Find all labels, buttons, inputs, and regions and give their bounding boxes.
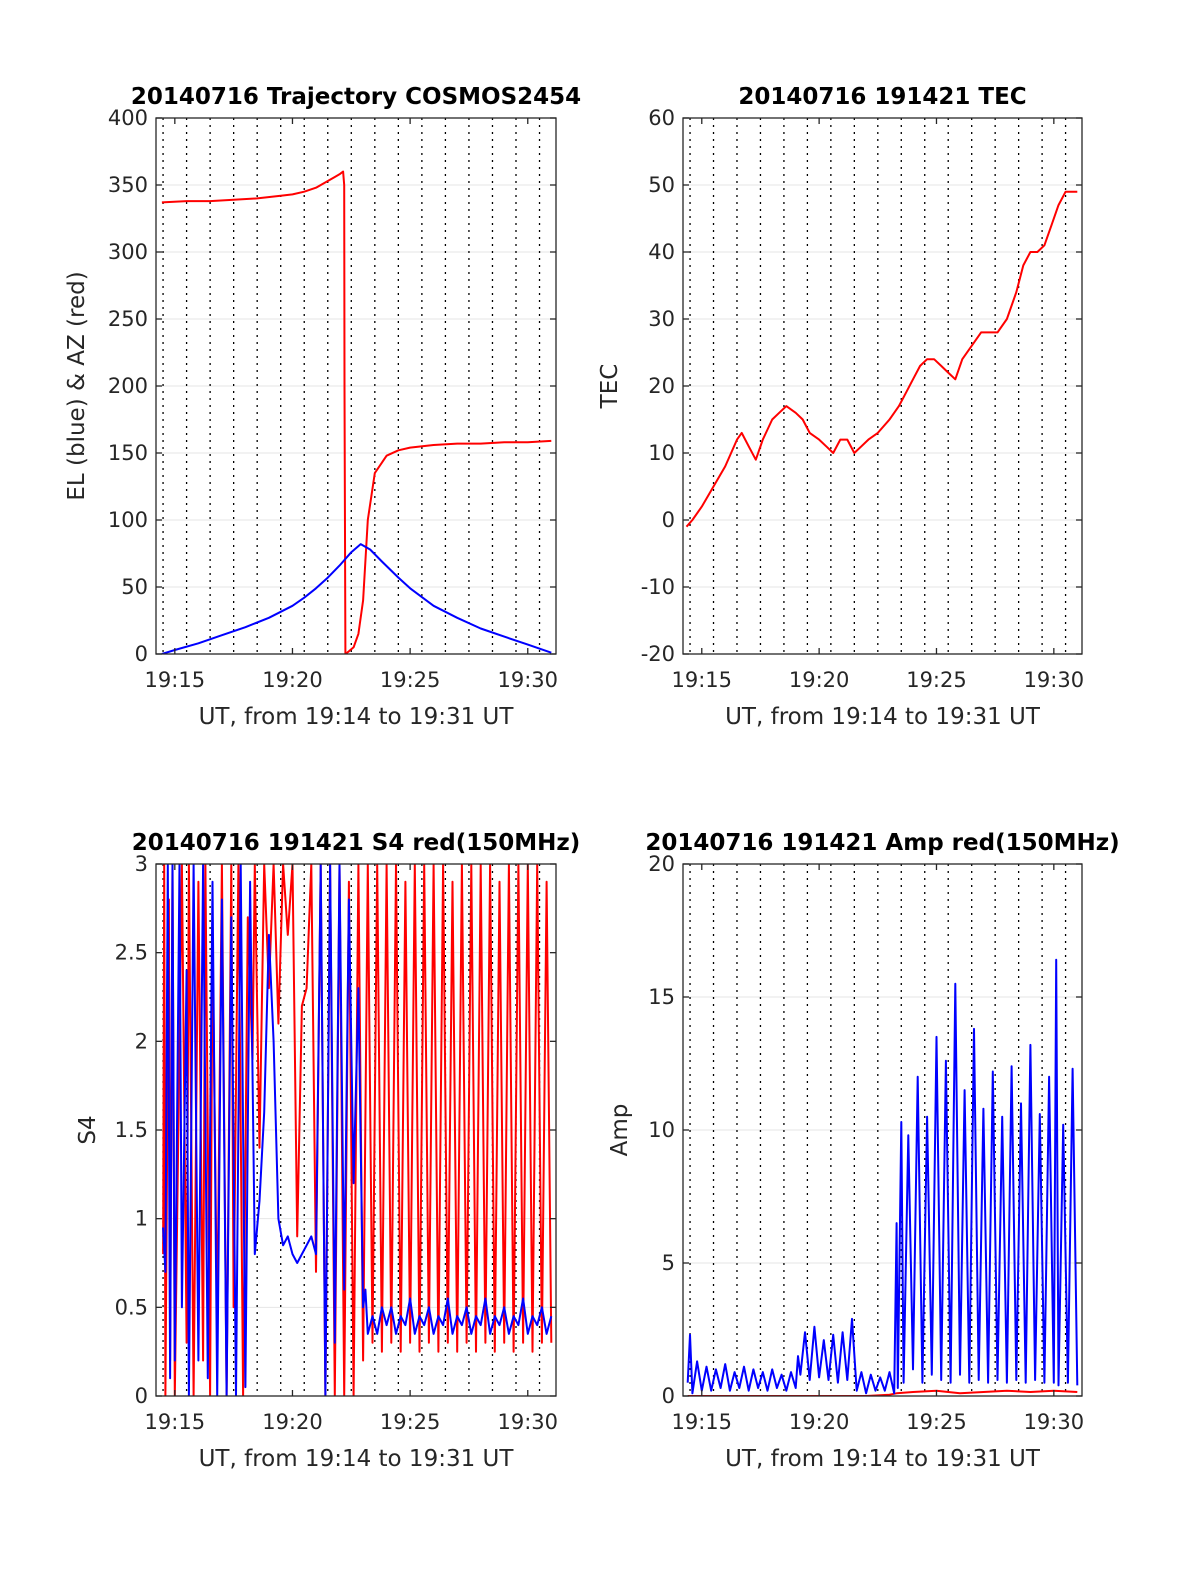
chart-title: 20140716 Trajectory COSMOS2454 [131,84,581,110]
chart-tec: -20 -10 0 10 20 30 40 50 60 19:15 19:20 19:25 19:30 2… [597,84,1084,730]
x-axis-label: UT, from 19:14 to 19:31 UT [199,1446,515,1472]
y-tick-label: 1 [135,1207,148,1231]
y-tick-label: 0 [135,1384,148,1408]
y-axis-label: S4 [75,1115,101,1144]
y-tick-label: 10 [648,441,675,465]
y-tick-label: 400 [108,106,148,130]
x-tick-label: 19:20 [262,1410,323,1434]
y-tick-label: 30 [648,307,675,331]
y-tick-label: 3 [135,852,148,876]
x-tick-label: 19:15 [145,1410,206,1434]
series-line-red [687,1389,1078,1396]
x-tick-label: 19:25 [380,668,441,692]
x-axis-label: UT, from 19:14 to 19:31 UT [725,1446,1041,1472]
series-line-red [685,190,1078,528]
x-tick-label: 19:30 [1024,1410,1085,1434]
y-tick-label: 0 [662,508,675,532]
x-tick-label: 19:15 [145,668,206,692]
chart-title: 20140716 191421 Amp red(150MHz) [645,830,1119,856]
y-tick-label: 150 [108,441,148,465]
y-tick-label: 0.5 [115,1295,148,1319]
series-line-blue [686,958,1079,1395]
x-tick-label: 19:25 [906,668,967,692]
x-tick-label: 19:25 [380,1410,441,1434]
y-tick-label: 50 [648,173,675,197]
x-axis-label: UT, from 19:14 to 19:31 UT [725,704,1041,730]
y-tick-label: 40 [648,240,675,264]
y-axis-label: TEC [597,364,623,410]
x-tick-label: 19:30 [1024,668,1085,692]
y-tick-label: 1.5 [115,1118,148,1142]
y-tick-label: 350 [108,173,148,197]
x-tick-label: 19:20 [789,1410,850,1434]
y-tick-label: 5 [662,1251,675,1275]
x-tick-label: 19:20 [789,668,850,692]
chart-amp: 0 5 10 15 20 19:15 19:20 19:25 19:30 20140716 191… [607,830,1120,1472]
y-tick-label: 300 [108,240,148,264]
y-tick-label: 0 [662,1384,675,1408]
y-axis-label: EL (blue) & AZ (red) [64,271,90,500]
series-line-red [161,170,552,654]
y-axis-label: Amp [607,1104,633,1157]
y-tick-label: 15 [648,985,675,1009]
y-tick-label: 20 [648,374,675,398]
series-line-blue [161,543,552,654]
x-tick-label: 19:15 [672,1410,733,1434]
y-tick-label: 2.5 [115,941,148,965]
x-tick-label: 19:25 [906,1410,967,1434]
x-tick-label: 19:30 [497,668,558,692]
y-tick-label: -10 [641,575,675,599]
x-tick-label: 19:20 [262,668,323,692]
y-tick-label: 200 [108,374,148,398]
chart-title: 20140716 191421 TEC [738,84,1026,110]
x-axis-label: UT, from 19:14 to 19:31 UT [199,704,515,730]
y-tick-label: 20 [648,852,675,876]
y-tick-label: 50 [121,575,148,599]
chart-title: 20140716 191421 S4 red(150MHz) [132,830,581,856]
x-tick-label: 19:15 [672,668,733,692]
y-tick-label: 100 [108,508,148,532]
y-tick-label: 250 [108,307,148,331]
series-line-blue [162,864,553,1396]
y-tick-label: 10 [648,1118,675,1142]
chart-s4: 0 0.5 1 1.5 2 2.5 3 19:15 19:20 19:25 19:30 2014071… [75,830,580,1472]
series-line-red [162,864,553,1396]
y-tick-label: 2 [135,1029,148,1053]
chart-trajectory: 0 50 100 150 200 250 300 350 400 19:15 19:20 19:25 1… [64,84,581,730]
y-tick-label: -20 [641,642,675,666]
x-tick-label: 19:30 [497,1410,558,1434]
y-tick-label: 60 [648,106,675,130]
y-tick-label: 0 [135,642,148,666]
